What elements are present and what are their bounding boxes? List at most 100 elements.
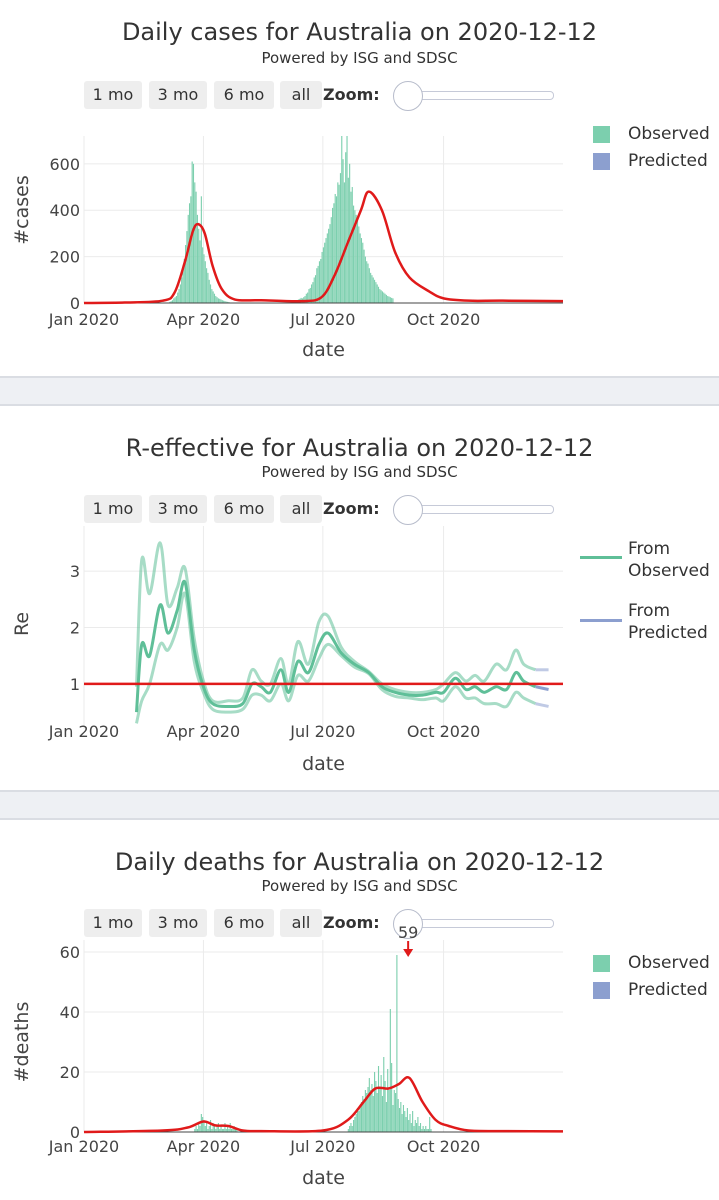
- zoom-slider-handle[interactable]: [393, 495, 423, 525]
- bar: [400, 1102, 402, 1132]
- bar: [416, 1123, 418, 1132]
- bar: [178, 289, 180, 303]
- bar: [173, 298, 175, 303]
- bar: [367, 263, 369, 303]
- range-all-button[interactable]: all: [280, 81, 322, 109]
- bar: [392, 298, 394, 303]
- range-6mo-button[interactable]: 6 mo: [214, 81, 274, 109]
- bar: [355, 214, 357, 303]
- bar: [182, 270, 184, 303]
- bar: [333, 203, 335, 303]
- bar: [353, 1120, 355, 1132]
- x-axis-label: date: [302, 1167, 345, 1189]
- bar: [358, 226, 360, 303]
- reff-chart: Jan 2020 Apr 2020 Jul 2020 Oct 2020 1 2 3 date R…: [11, 526, 563, 775]
- legend-predicted[interactable]: Predicted: [628, 980, 708, 1000]
- range-3mo-button[interactable]: 3 mo: [149, 81, 207, 109]
- bar: [417, 1117, 419, 1132]
- bar: [175, 296, 177, 303]
- range-1mo-button[interactable]: 1 mo: [84, 909, 142, 937]
- bar: [194, 1129, 196, 1132]
- fit-line: [83, 190, 564, 305]
- bars: [194, 955, 432, 1132]
- x-tick-label: Jan 2020: [48, 722, 119, 741]
- bar: [391, 297, 393, 303]
- bar: [409, 1114, 411, 1132]
- predicted-lower-line: [535, 702, 549, 708]
- legend-predicted-swatch: [593, 153, 610, 170]
- bars: [167, 136, 394, 303]
- y-tick-label: 3: [70, 562, 80, 581]
- bar: [221, 300, 223, 303]
- zoom-slider-handle[interactable]: [393, 81, 423, 111]
- bar: [334, 193, 336, 303]
- range-6mo-button[interactable]: 6 mo: [214, 495, 274, 523]
- bar: [404, 1111, 406, 1132]
- observed-mean-line: [134, 579, 537, 713]
- deaths-chart: Jan 2020 Apr 2020 Jul 2020 Oct 2020 0 20 40 60 d…: [11, 923, 564, 1189]
- bar: [314, 275, 317, 303]
- bar: [356, 1108, 359, 1132]
- legend-observed[interactable]: Observed: [628, 124, 710, 144]
- legend-predicted[interactable]: Predicted: [628, 151, 708, 171]
- range-3mo-button[interactable]: 3 mo: [149, 909, 207, 937]
- zoom-label: Zoom:: [323, 913, 380, 932]
- bar: [225, 1129, 227, 1132]
- bar: [320, 258, 322, 303]
- legend-predicted-swatch: [593, 982, 610, 999]
- range-all-button[interactable]: all: [280, 495, 322, 523]
- legend-from-observed[interactable]: From Observed: [628, 539, 710, 581]
- y-axis-label: #cases: [11, 175, 33, 245]
- bar: [359, 1105, 361, 1132]
- legend-observed[interactable]: Observed: [628, 953, 710, 973]
- range-6mo-button[interactable]: 6 mo: [214, 909, 274, 937]
- bar: [391, 1063, 393, 1132]
- bar: [236, 1129, 238, 1132]
- bar: [215, 1129, 217, 1132]
- legend-observed-swatch: [593, 126, 610, 143]
- bar: [225, 301, 227, 303]
- bar: [345, 152, 347, 303]
- bar: [362, 1096, 364, 1132]
- bar: [376, 284, 378, 303]
- cases-chart: Jan 2020 Apr 2020 Jul 2020 Oct 2020 0 200 400 6…: [11, 136, 564, 361]
- range-1mo-button[interactable]: 1 mo: [84, 81, 142, 109]
- bar: [212, 1123, 214, 1132]
- range-3mo-button[interactable]: 3 mo: [149, 495, 207, 523]
- x-tick-label: Apr 2020: [167, 310, 240, 329]
- annotation-label: 59: [398, 923, 418, 942]
- bar: [212, 291, 214, 303]
- bar: [353, 205, 355, 303]
- zoom-slider-handle[interactable]: [393, 909, 423, 939]
- x-axis-label: date: [302, 753, 345, 775]
- range-1mo-button[interactable]: 1 mo: [84, 495, 142, 523]
- bar: [183, 258, 185, 303]
- chart-title: Daily deaths for Australia on 2020-12-12: [114, 848, 605, 876]
- bar: [389, 297, 391, 303]
- bar: [219, 298, 221, 303]
- observed-lower-line: [135, 591, 537, 724]
- bar: [419, 1123, 422, 1132]
- legend-from-predicted[interactable]: From Predicted: [628, 601, 708, 643]
- bar: [374, 279, 376, 303]
- range-all-button[interactable]: all: [280, 909, 322, 937]
- bar: [188, 203, 191, 303]
- bar: [195, 191, 197, 303]
- bar: [209, 284, 212, 303]
- chart-title: R-effective for Australia on 2020-12-12: [125, 434, 594, 462]
- bar: [332, 207, 334, 303]
- bar: [425, 1126, 427, 1132]
- bar: [224, 1123, 226, 1132]
- bar: [213, 293, 216, 303]
- bar: [375, 1081, 377, 1132]
- bar: [429, 1117, 431, 1132]
- bar: [410, 1123, 412, 1132]
- bar: [204, 1126, 206, 1132]
- reff-panel: R-effective for Australia on 2020-12-12 …: [0, 406, 719, 790]
- bar: [196, 1129, 198, 1132]
- bar: [375, 282, 377, 303]
- bar: [223, 1129, 225, 1132]
- bar: [213, 1126, 216, 1132]
- bar: [223, 300, 225, 303]
- chart-title: Daily cases for Australia on 2020-12-12: [121, 18, 598, 46]
